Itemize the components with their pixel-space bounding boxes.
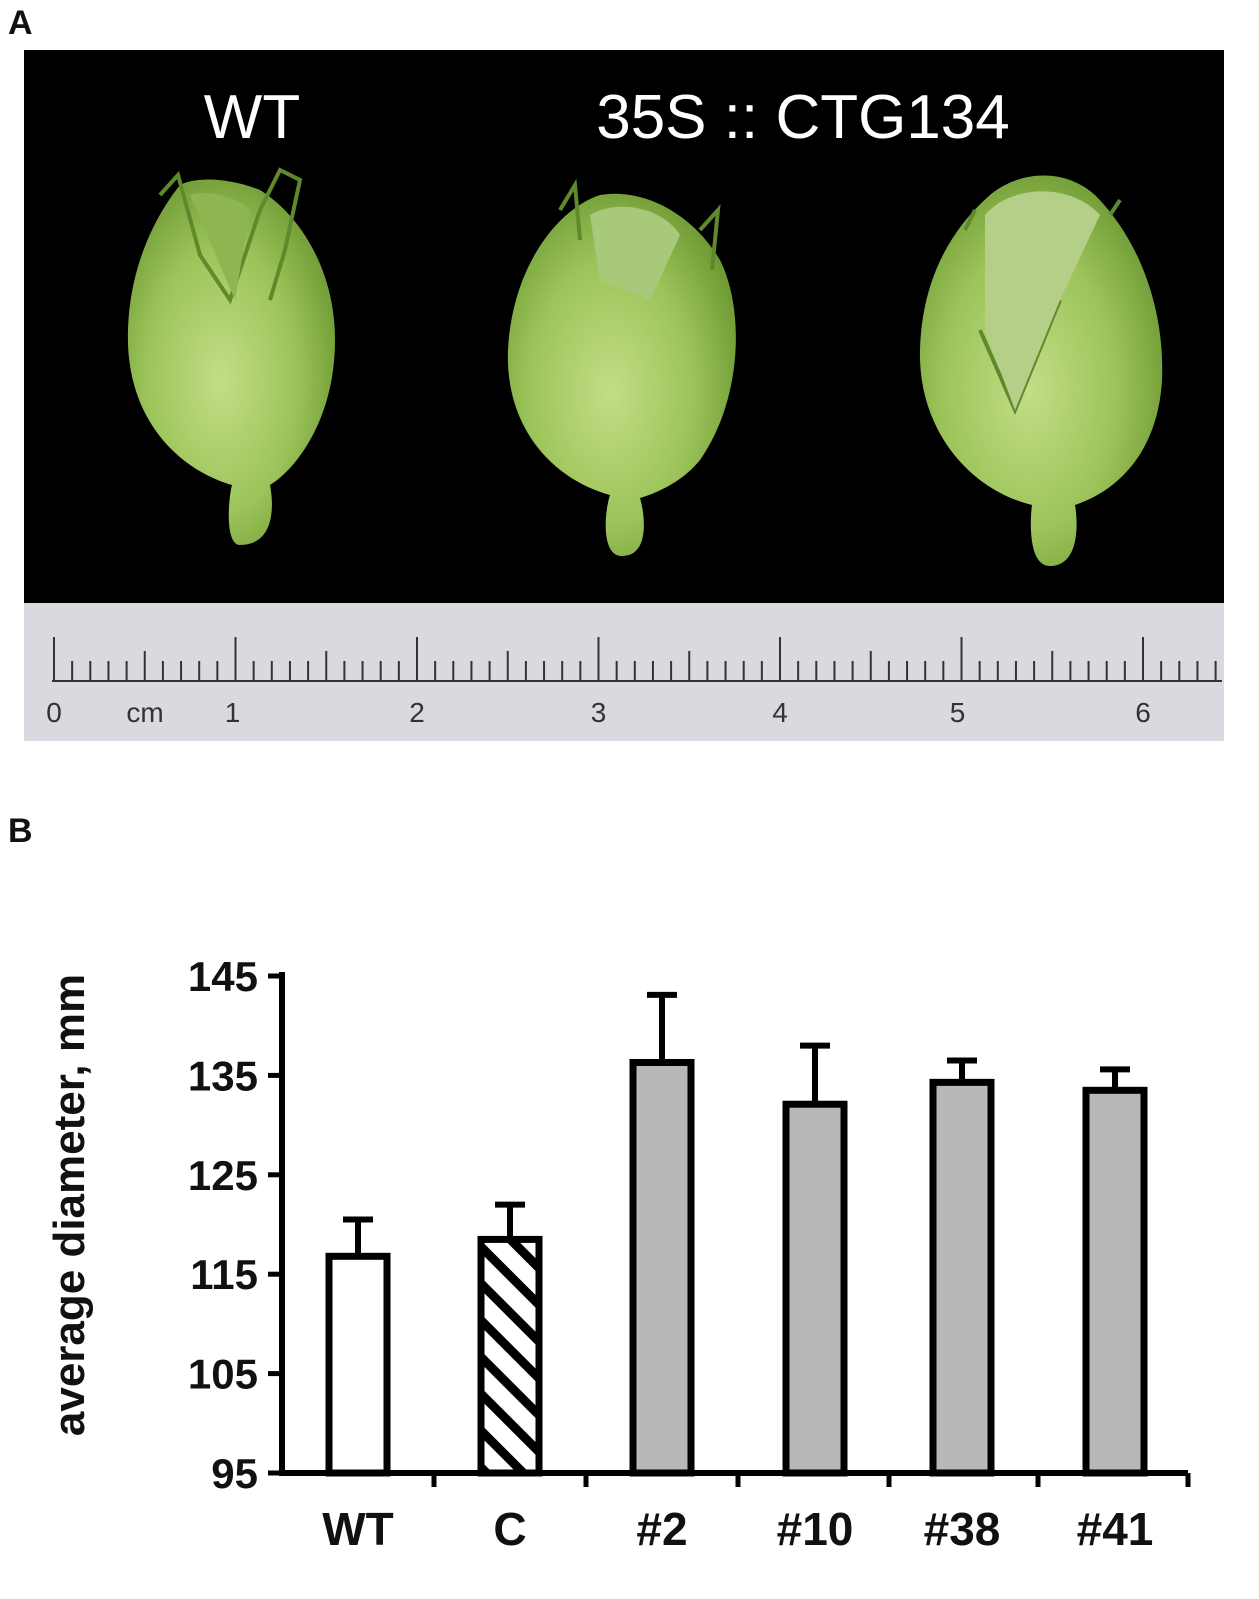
y-tick-label: 135 bbox=[188, 1052, 258, 1099]
x-tick-label: #10 bbox=[777, 1503, 854, 1555]
ruler-number: 1 bbox=[225, 697, 241, 728]
panel-a-label: A bbox=[8, 4, 33, 42]
bar-41 bbox=[1082, 1086, 1148, 1477]
ruler-number: 2 bbox=[409, 697, 425, 728]
x-labels: WT C #2 #10 #38 #41 bbox=[322, 1503, 1153, 1555]
ruler-number: 5 bbox=[950, 697, 966, 728]
bars bbox=[325, 991, 1148, 1477]
y-tick-label: 105 bbox=[188, 1351, 258, 1398]
y-tick-label: 95 bbox=[211, 1450, 258, 1497]
ruler-numbers: 0 1 2 3 4 5 6 bbox=[46, 697, 1151, 728]
bud-transgenic-1 bbox=[507, 178, 736, 556]
ruler-number: 6 bbox=[1135, 697, 1151, 728]
ruler-number: 4 bbox=[772, 697, 788, 728]
y-tick-label: 125 bbox=[188, 1152, 258, 1199]
ruler-ticks bbox=[53, 637, 1217, 681]
bud-transgenic-2 bbox=[919, 175, 1163, 566]
y-axis-label: average diameter, mm bbox=[45, 974, 94, 1436]
bar-38 bbox=[929, 1078, 995, 1477]
y-tick-label: 145 bbox=[188, 953, 258, 1000]
panel-b-label: B bbox=[8, 812, 33, 850]
ruler-number: 3 bbox=[591, 697, 607, 728]
ruler bbox=[24, 603, 1224, 741]
ruler-unit: cm bbox=[126, 697, 163, 728]
y-ticks: 95 105 115 125 135 145 bbox=[188, 953, 282, 1497]
axes bbox=[279, 972, 1191, 1487]
x-tick-label: WT bbox=[322, 1503, 394, 1555]
ruler-number: 0 bbox=[46, 697, 62, 728]
x-tick-label: #41 bbox=[1077, 1503, 1154, 1555]
bar-WT bbox=[325, 1252, 391, 1477]
bar-2 bbox=[629, 1058, 695, 1477]
bud-photo: WT 35S :: CTG134 0 1 2 3 4 5 6 cm bbox=[24, 50, 1224, 741]
bar-C bbox=[477, 1235, 543, 1477]
x-tick-label: #2 bbox=[636, 1503, 687, 1555]
x-tick-label: #38 bbox=[924, 1503, 1001, 1555]
bar-10 bbox=[782, 1100, 848, 1477]
y-tick-label: 115 bbox=[190, 1251, 258, 1298]
bud-wt bbox=[127, 167, 336, 546]
photo-title-transgenic: 35S :: CTG134 bbox=[596, 83, 1010, 152]
photo-title-wt: WT bbox=[204, 83, 300, 152]
x-tick-label: C bbox=[493, 1503, 526, 1555]
